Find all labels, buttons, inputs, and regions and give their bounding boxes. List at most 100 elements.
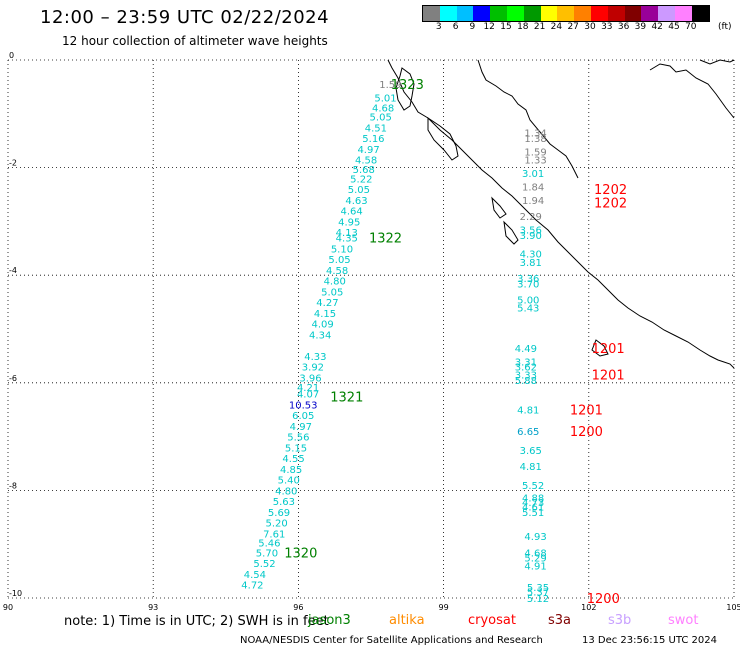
wave-height-value: 5.05 [328, 255, 350, 266]
wave-height-value: 3.36 [517, 274, 539, 285]
wave-height-value: 5.88 [515, 376, 537, 387]
wave-height-value: 4.68 [372, 103, 394, 114]
pass-time-label: 1202 [594, 183, 627, 198]
y-tick-label: -2 [9, 159, 17, 168]
wave-height-value: 5.05 [370, 112, 392, 123]
wave-height-value: 3.33 [515, 371, 537, 382]
wave-height-value: 4.72 [241, 581, 263, 592]
x-tick-label: 105 [726, 603, 740, 612]
coastline-island-north [395, 67, 415, 111]
coastline-island-small-1 [491, 196, 507, 219]
pass-time-label: 1200 [570, 425, 603, 440]
wave-height-value: 4.91 [524, 562, 546, 573]
page-title: 12:00 – 23:59 UTC 02/22/2024 [40, 7, 330, 28]
color-scale-swatch [590, 6, 608, 21]
wave-height-value: 4.34 [309, 330, 331, 341]
wave-height-value: 2.29 [520, 212, 542, 223]
wave-height-value: 5.52 [522, 481, 544, 492]
x-tick-label: 102 [581, 603, 596, 612]
pass-time-label: 1320 [284, 546, 317, 561]
satellite-legend-item: swot [668, 613, 699, 628]
color-scale-swatch [574, 6, 591, 21]
pass-time-label: 1322 [369, 232, 402, 247]
footnote: note: 1) Time is in UTC; 2) SWH is in fe… [64, 614, 329, 629]
coastline [387, 59, 735, 369]
color-scale-swatch [641, 6, 659, 21]
wave-height-value: 5.52 [253, 559, 275, 570]
color-scale-swatch [490, 6, 507, 21]
satellite-legend-item: s3a [548, 613, 572, 628]
pass-time-label: 1202 [594, 197, 627, 212]
color-scale-tick-label: 24 [550, 22, 563, 32]
x-tick-label: 99 [439, 603, 449, 612]
wave-height-value: 4.88 [522, 493, 544, 504]
wave-height-value: 5.15 [285, 443, 307, 454]
color-scale-swatch [473, 6, 491, 21]
wave-height-value: 4.81 [517, 406, 539, 417]
satellite-legend-item: cryosat [468, 613, 516, 628]
wave-height-value: 3.31 [515, 357, 537, 368]
color-scale-swatch [691, 6, 709, 21]
color-scale-swatch [607, 6, 625, 21]
color-scale-tick-label: 36 [617, 22, 630, 32]
color-scale-tick-label: 9 [469, 22, 476, 32]
wave-height-value: 10.53 [289, 400, 318, 411]
wave-height-value: 4.95 [338, 217, 360, 228]
wave-height-value: 3.90 [520, 231, 542, 242]
color-scale-tick-label: 6 [452, 22, 459, 32]
satellite-legend-item: jason3 [308, 613, 351, 628]
color-scale-swatch [674, 6, 692, 21]
wave-height-value: 4.97 [290, 422, 312, 433]
wave-height-value: 5.69 [268, 508, 290, 519]
wave-height-value: 4.81 [520, 462, 542, 473]
wave-height-value: 5.68 [353, 165, 375, 176]
color-scale-tick-label: 12 [483, 22, 495, 32]
wave-height-value: 1.59 [379, 80, 401, 91]
wave-height-value: 4.73 [522, 498, 544, 509]
y-tick-label: -10 [9, 589, 22, 598]
wave-height-value: 5.40 [278, 476, 300, 487]
pass-time-label: 1323 [391, 78, 424, 93]
wave-height-value: 4.21 [297, 383, 319, 394]
color-scale-swatch [557, 6, 575, 21]
wave-height-value: 1.59 [524, 147, 546, 158]
color-scale-tick-label: 42 [651, 22, 663, 32]
wave-height-value: 4.58 [355, 156, 377, 167]
color-scale-tick-label: 33 [601, 22, 613, 32]
color-scale-swatch [439, 6, 457, 21]
wave-height-value: 5.63 [273, 497, 295, 508]
color-scale-tick-label: 3 [435, 22, 442, 32]
wave-height-value: 4.13 [336, 228, 358, 239]
wave-height-value: 5.46 [258, 539, 280, 550]
wave-height-value: 1.38 [524, 134, 546, 145]
wave-height-value: 4.15 [314, 309, 336, 320]
credit-text: NOAA/NESDIS Center for Satellite Applica… [240, 635, 543, 646]
wave-height-value: 4.80 [324, 277, 346, 288]
y-tick-label: -8 [9, 481, 17, 490]
wave-height-value: 4.51 [365, 123, 387, 134]
wave-height-value: 4.09 [311, 320, 333, 331]
color-scale-unit: (ft) [718, 22, 732, 32]
wave-height-value: 5.01 [374, 94, 396, 105]
wave-height-value: 5.05 [348, 185, 370, 196]
y-tick-label: 0 [9, 51, 14, 60]
color-scale-swatch [540, 6, 558, 21]
color-scale-tick-label: 18 [517, 22, 529, 32]
pass-time-label: 1201 [570, 404, 603, 419]
wave-height-value: 4.63 [345, 196, 367, 207]
color-scale-swatch [423, 6, 440, 21]
wave-height-value: 4.85 [280, 465, 302, 476]
y-tick-label: -6 [9, 374, 17, 383]
wave-height-value: 5.70 [256, 548, 278, 559]
coastline-northeast-2 [699, 59, 735, 65]
coastline-island-central [427, 117, 459, 161]
wave-height-value: 4.49 [515, 344, 537, 355]
x-tick-label: 93 [148, 603, 158, 612]
coastline-northeast [649, 63, 735, 119]
page-subtitle: 12 hour collection of altimeter wave hei… [62, 34, 328, 48]
wave-height-value: 1.34 [524, 129, 546, 140]
pass-time-label: 1200 [587, 592, 620, 607]
wave-height-value: 5.12 [527, 594, 549, 605]
